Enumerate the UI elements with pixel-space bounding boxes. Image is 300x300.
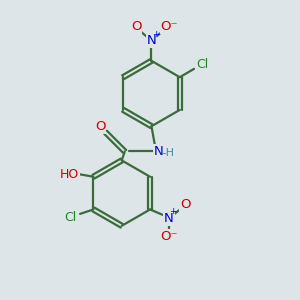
Text: O: O <box>131 20 141 33</box>
Text: N: N <box>154 145 164 158</box>
Text: HO: HO <box>60 168 79 181</box>
Text: +: + <box>169 207 177 216</box>
Text: O: O <box>180 198 191 211</box>
Text: N: N <box>164 212 174 225</box>
Text: Cl: Cl <box>65 211 77 224</box>
Text: O⁻: O⁻ <box>160 20 178 33</box>
Text: +: + <box>152 30 159 39</box>
Text: –H: –H <box>160 148 174 158</box>
Text: Cl: Cl <box>196 58 208 71</box>
Text: O⁻: O⁻ <box>160 230 178 243</box>
Text: N: N <box>147 34 156 47</box>
Text: O: O <box>95 120 105 133</box>
